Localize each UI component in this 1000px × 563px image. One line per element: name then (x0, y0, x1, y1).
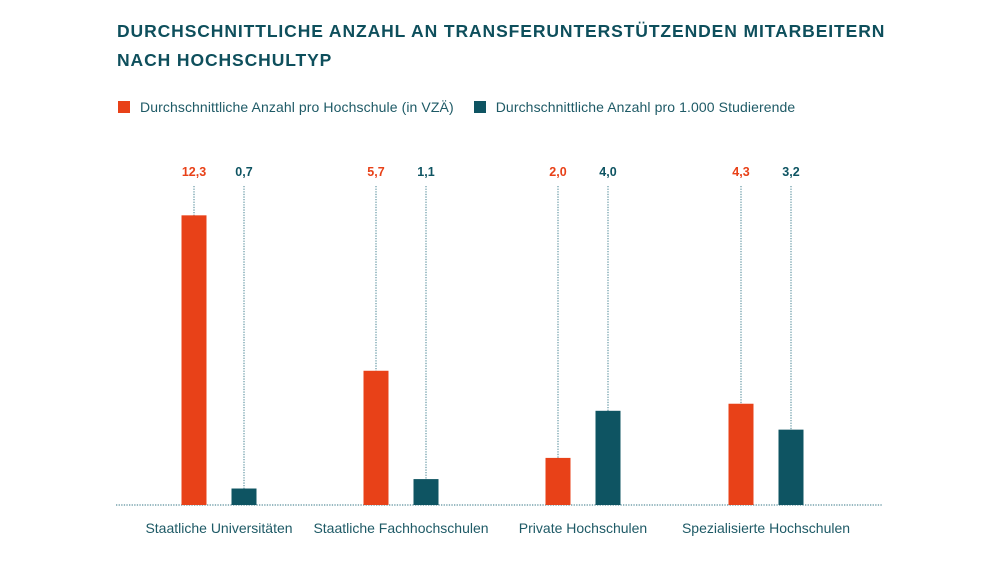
value-label: 4,3 (732, 165, 749, 179)
category-label: Staatliche Fachhochschulen (313, 520, 488, 536)
chart-title: DURCHSCHNITTLICHE ANZAHL AN TRANSFERUNTE… (117, 17, 917, 75)
legend-swatch-teal (473, 101, 486, 113)
category-label: Spezialisierte Hochschulen (682, 520, 850, 536)
bar-per-hochschule (545, 457, 571, 505)
legend-item-per-hochschule: Durchschnittliche Anzahl pro Hochschule … (118, 99, 454, 115)
bar-per-hochschule (181, 215, 207, 505)
chart-title-line-2: NACH HOCHSCHULTYP (117, 50, 333, 70)
legend-label: Durchschnittliche Anzahl pro Hochschule … (140, 99, 454, 115)
value-label: 2,0 (549, 165, 566, 179)
legend-item-per-1000-studierende: Durchschnittliche Anzahl pro 1.000 Studi… (473, 99, 796, 115)
bar-per-1000-studierende (413, 479, 439, 505)
value-label: 4,0 (599, 165, 616, 179)
bar-per-1000-studierende (778, 429, 804, 505)
bar-per-1000-studierende (595, 410, 621, 505)
value-label: 12,3 (182, 165, 206, 179)
value-label: 5,7 (367, 165, 384, 179)
category-label: Staatliche Universitäten (145, 520, 292, 536)
bar-per-hochschule (363, 370, 389, 505)
category-label: Private Hochschulen (519, 520, 647, 536)
value-label: 3,2 (782, 165, 799, 179)
value-label: 0,7 (235, 165, 252, 179)
legend-swatch-orange (118, 101, 130, 113)
bar-per-1000-studierende (231, 488, 257, 505)
legend-label: Durchschnittliche Anzahl pro 1.000 Studi… (495, 99, 796, 115)
bar-per-hochschule (728, 403, 754, 505)
chart-title-line-1: DURCHSCHNITTLICHE ANZAHL AN TRANSFERUNTE… (117, 21, 886, 41)
value-label: 1,1 (417, 165, 434, 179)
legend: Durchschnittliche Anzahl pro Hochschule … (118, 96, 815, 118)
